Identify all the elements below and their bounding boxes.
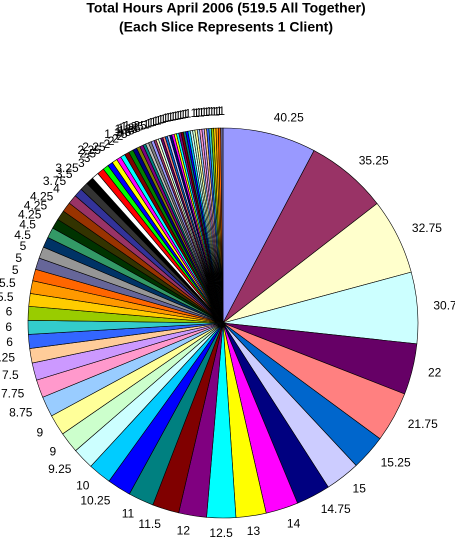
data-label: 1.25 (123, 118, 147, 132)
pie-slice (222, 127, 315, 324)
data-label: 1 (175, 108, 182, 122)
data-label: 1 (145, 117, 152, 131)
data-label: 1 (213, 104, 220, 118)
data-label: 1 (165, 111, 172, 125)
data-label: 1 (172, 109, 179, 123)
chart-title: Total Hours April 2006 (519.5 All Togeth… (86, 0, 365, 16)
data-label: 1 (177, 108, 184, 122)
data-label: 1 (198, 105, 205, 119)
data-label: 1.25 (117, 121, 141, 135)
data-label: 2.5 (79, 147, 96, 161)
data-label: 6 (6, 305, 13, 319)
data-label: 40.25 (274, 110, 304, 124)
data-label: 1 (211, 104, 218, 118)
data-label: 9.25 (48, 462, 72, 476)
data-label: 7.75 (1, 386, 25, 400)
data-label: 2.25 (82, 140, 106, 154)
data-label: 14.75 (321, 502, 351, 516)
data-label: 3.75 (43, 174, 67, 188)
data-label: 14 (287, 516, 301, 530)
data-label: 12.5 (209, 526, 233, 538)
data-label: 22 (428, 365, 442, 379)
data-label: 1 (167, 110, 174, 124)
data-label: 3.5 (56, 167, 73, 181)
data-label: 1 (196, 106, 203, 120)
data-label: 15.25 (381, 455, 411, 469)
data-label: 2 (117, 129, 124, 143)
data-label: 1.25 (115, 122, 139, 136)
data-label: 7.5 (2, 368, 19, 382)
data-label: 1 (216, 104, 223, 118)
data-label: 1 (143, 117, 150, 131)
data-label: 8.75 (9, 406, 33, 420)
data-label: 1.5 (118, 124, 135, 138)
data-label: 1 (203, 105, 210, 119)
data-label: 3 (78, 156, 85, 170)
data-label: 2 (108, 134, 115, 148)
data-label: 30.75 (433, 299, 455, 313)
data-label: 1 (182, 107, 189, 121)
data-label: 1 (160, 112, 167, 126)
data-label: 1.75 (104, 127, 128, 141)
data-label: 1.5 (115, 125, 132, 139)
data-label: 2.25 (78, 143, 102, 157)
data-label: 1 (208, 104, 215, 118)
data-label: 6 (5, 320, 12, 334)
data-label: 10.25 (80, 494, 110, 508)
data-label: 1 (218, 104, 225, 118)
data-label: 2 (103, 137, 110, 151)
pie-slice (220, 127, 224, 324)
data-label: 5.5 (0, 290, 14, 304)
data-label: 3.25 (55, 161, 79, 175)
data-label: 12 (177, 524, 191, 538)
data-label: 5 (12, 263, 19, 277)
data-label: 1 (201, 105, 208, 119)
chart-subtitle: (Each Slice Represents 1 Client) (119, 19, 333, 35)
data-label: 9 (50, 444, 57, 458)
data-label: 1 (206, 105, 213, 119)
data-label: 3 (84, 151, 91, 165)
data-label: 1 (185, 107, 192, 121)
data-label: 1 (157, 113, 164, 127)
data-label: 10 (76, 479, 90, 493)
data-label: 2 (112, 132, 119, 146)
data-label: 11 (122, 507, 135, 521)
data-label: 5.5 (0, 276, 16, 290)
data-label: 1 (170, 109, 177, 123)
data-label: 1 (190, 106, 197, 120)
data-label: 4.25 (18, 208, 42, 222)
data-label: 1 (162, 111, 169, 125)
data-label: 5 (20, 239, 27, 253)
data-label: 1 (155, 113, 162, 127)
data-label: 1 (193, 106, 200, 120)
data-label: 1.25 (120, 120, 144, 134)
data-label: 13 (247, 524, 261, 538)
data-label: 6.25 (0, 351, 15, 365)
data-label: 6 (6, 335, 13, 349)
data-label: 11.5 (138, 517, 161, 531)
data-label: 35.25 (359, 154, 389, 168)
data-label: 4.5 (14, 228, 31, 242)
data-label: 1 (180, 107, 187, 121)
data-label: 4 (53, 181, 60, 195)
data-label: 21.75 (408, 417, 438, 431)
data-label: 1 (148, 116, 155, 130)
data-label: 4.25 (30, 190, 54, 204)
data-label: 4.25 (24, 199, 48, 213)
data-label: 4.5 (19, 217, 36, 231)
data-label: 1 (150, 115, 157, 129)
data-label: 15 (353, 482, 367, 496)
data-label: 1 (152, 114, 159, 128)
data-label: 5 (15, 251, 22, 265)
data-label: 9 (37, 426, 44, 440)
data-label: 32.75 (412, 221, 442, 235)
